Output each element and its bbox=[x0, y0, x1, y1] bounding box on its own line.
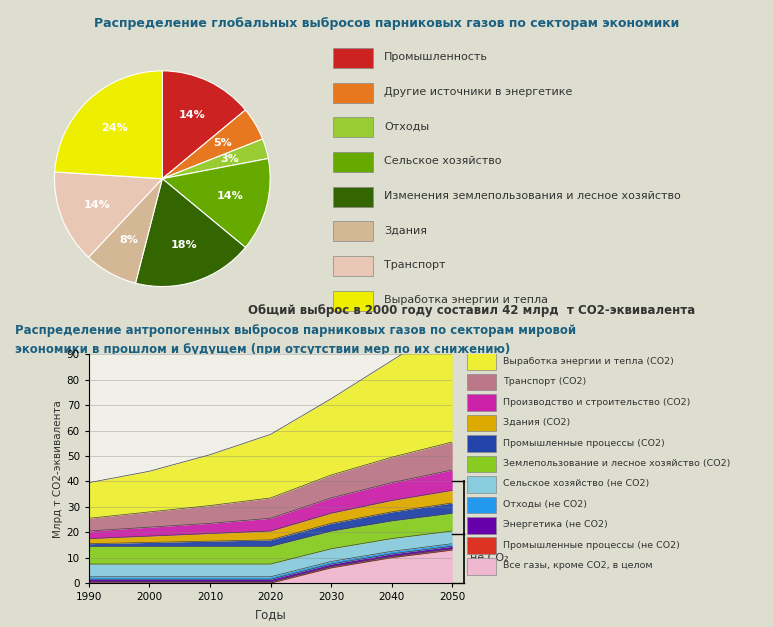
Y-axis label: Млрд т СО2-эквивалента: Млрд т СО2-эквивалента bbox=[53, 400, 63, 537]
FancyBboxPatch shape bbox=[467, 558, 495, 574]
Wedge shape bbox=[54, 172, 162, 257]
Text: Землепользование и лесное хозяйство (СО2): Землепользование и лесное хозяйство (СО2… bbox=[503, 459, 730, 468]
Text: Промышленность: Промышленность bbox=[384, 53, 488, 62]
FancyBboxPatch shape bbox=[333, 83, 373, 103]
FancyBboxPatch shape bbox=[467, 456, 495, 472]
Text: 14%: 14% bbox=[179, 110, 206, 120]
Text: Распределение антропогенных выбросов парниковых газов по секторам мировой: Распределение антропогенных выбросов пар… bbox=[15, 325, 577, 337]
FancyBboxPatch shape bbox=[333, 256, 373, 276]
Text: Отходы: Отходы bbox=[384, 122, 429, 132]
Text: Здания: Здания bbox=[384, 226, 427, 236]
Text: Общий выброс в 2000 году составил 42 млрд  т СО2-эквивалента: Общий выброс в 2000 году составил 42 млр… bbox=[247, 304, 695, 317]
FancyBboxPatch shape bbox=[333, 187, 373, 207]
Text: 3%: 3% bbox=[220, 154, 239, 164]
FancyBboxPatch shape bbox=[333, 290, 373, 311]
FancyBboxPatch shape bbox=[467, 354, 495, 370]
FancyBboxPatch shape bbox=[333, 48, 373, 68]
Text: Промышленные процессы (не СО2): Промышленные процессы (не СО2) bbox=[503, 541, 680, 550]
FancyBboxPatch shape bbox=[467, 435, 495, 452]
FancyBboxPatch shape bbox=[333, 152, 373, 172]
Wedge shape bbox=[162, 159, 271, 248]
Wedge shape bbox=[55, 71, 162, 179]
FancyBboxPatch shape bbox=[333, 117, 373, 137]
Text: Энергетика (не СО2): Энергетика (не СО2) bbox=[503, 520, 608, 529]
Text: Промышленные процессы (СО2): Промышленные процессы (СО2) bbox=[503, 438, 666, 448]
Text: Выработка энергии и тепла: Выработка энергии и тепла bbox=[384, 295, 548, 305]
Text: Отходы (не СО2): Отходы (не СО2) bbox=[503, 500, 587, 509]
Wedge shape bbox=[162, 71, 245, 179]
Text: экономики в прошлом и будущем (при отсутствии мер по их снижению): экономики в прошлом и будущем (при отсут… bbox=[15, 344, 510, 356]
FancyBboxPatch shape bbox=[467, 374, 495, 391]
Text: 8%: 8% bbox=[119, 235, 138, 245]
Wedge shape bbox=[135, 179, 245, 287]
Text: Сельское хозяйство: Сельское хозяйство bbox=[384, 156, 502, 166]
FancyBboxPatch shape bbox=[333, 221, 373, 241]
FancyBboxPatch shape bbox=[467, 537, 495, 554]
Wedge shape bbox=[162, 139, 268, 179]
Text: Производство и строительство (СО2): Производство и строительство (СО2) bbox=[503, 398, 691, 407]
Text: 5%: 5% bbox=[213, 138, 232, 148]
Text: Другие источники в энергетике: Другие источники в энергетике bbox=[384, 87, 573, 97]
FancyBboxPatch shape bbox=[467, 414, 495, 431]
Text: Изменения землепользования и лесное хозяйство: Изменения землепользования и лесное хозя… bbox=[384, 191, 681, 201]
FancyBboxPatch shape bbox=[467, 476, 495, 493]
Text: Выработка энергии и тепла (СО2): Выработка энергии и тепла (СО2) bbox=[503, 357, 674, 366]
Wedge shape bbox=[162, 110, 263, 179]
Text: 14%: 14% bbox=[83, 199, 111, 209]
Text: Все газы, кроме СО2, в целом: Все газы, кроме СО2, в целом bbox=[503, 561, 653, 571]
Text: Здания (СО2): Здания (СО2) bbox=[503, 418, 570, 427]
Text: Транспорт: Транспорт bbox=[384, 260, 446, 270]
Text: 18%: 18% bbox=[171, 240, 197, 250]
Text: CO₂: CO₂ bbox=[476, 502, 498, 512]
Text: Сельское хозяйство (не СО2): Сельское хозяйство (не СО2) bbox=[503, 480, 650, 488]
FancyBboxPatch shape bbox=[467, 497, 495, 514]
Text: не CO₂: не CO₂ bbox=[471, 553, 509, 563]
Text: 14%: 14% bbox=[217, 191, 243, 201]
X-axis label: Годы: Годы bbox=[254, 608, 287, 621]
Text: 24%: 24% bbox=[101, 123, 128, 132]
Text: Распределение глобальных выбросов парниковых газов по секторам экономики: Распределение глобальных выбросов парник… bbox=[94, 17, 679, 30]
FancyBboxPatch shape bbox=[467, 394, 495, 411]
FancyBboxPatch shape bbox=[467, 517, 495, 534]
Wedge shape bbox=[88, 179, 162, 283]
Text: Транспорт (СО2): Транспорт (СО2) bbox=[503, 377, 587, 386]
